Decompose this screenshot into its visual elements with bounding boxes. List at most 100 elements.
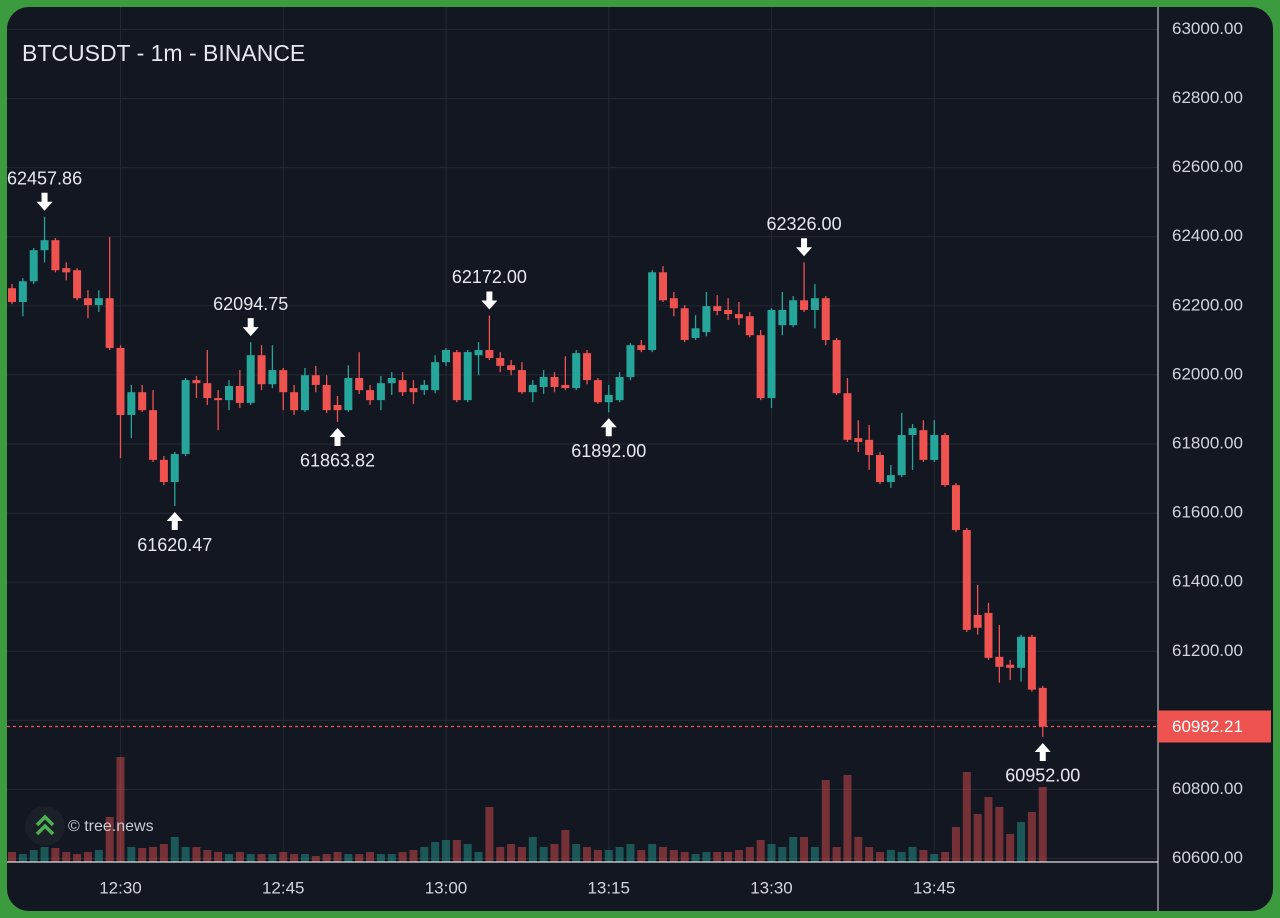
volume-bar [485,807,494,862]
candle-body [626,345,635,377]
volume-bar [713,852,722,862]
volume-bar [528,837,537,862]
candle-body [127,392,136,415]
candle-body [51,240,60,271]
volume-bar [431,842,440,862]
candle-body [73,270,82,299]
candle-body [344,378,353,411]
volume-bar [398,852,407,862]
volume-bar [409,850,418,862]
candle-body [192,380,201,384]
candle-body [897,435,906,476]
volume-bar [442,840,450,862]
volume-bar [246,854,255,862]
candle-body [810,298,819,310]
volume-bar [886,850,895,862]
volume-bar [290,854,299,862]
panel [7,7,1273,911]
candle-body [8,288,16,303]
candle-body [669,298,678,309]
plot-layer: 62457.86 61620.47 62094.75 61863.82 62172.00… [7,7,1158,862]
volume-bar [203,850,212,862]
volume-bar [1006,834,1015,862]
volume-bar [496,847,505,862]
candle-body [659,272,667,301]
volume-bar [149,847,158,862]
candle-body [268,370,277,385]
volume-bar [550,844,559,862]
candle-body [745,316,754,336]
candle-body [561,384,570,389]
candle-body [355,378,364,391]
y-tick-label: 62800.00 [1172,88,1243,107]
candle-body [474,350,483,356]
volume-bar [181,847,190,862]
volume-bar [311,856,320,862]
volume-bar [1027,812,1036,862]
candle-body [290,392,299,411]
annotation-label: 62326.00 [767,214,842,234]
candle-body [105,298,114,348]
volume-bar [94,850,103,862]
candle-body [962,530,971,630]
candle-body [517,370,526,393]
watermark-text: © tree.news [68,818,154,835]
volume-bar [355,854,364,862]
candle-body [300,375,309,411]
candle-body [637,345,646,351]
volume-bar [40,847,49,862]
candle-body [257,355,266,385]
candle-body [800,300,809,310]
candle-body [235,385,244,403]
candle-body [550,376,559,387]
candle-body [951,485,960,531]
y-tick-label: 62000.00 [1172,364,1243,383]
x-tick-label: 12:45 [262,878,305,897]
volume-bar [387,854,396,862]
y-tick-label: 61800.00 [1172,433,1243,452]
candle-body [366,390,375,401]
candle-body [615,376,624,401]
candle-body [485,350,494,358]
x-tick-label: 12:30 [99,878,142,897]
annotation-arrow [600,418,617,437]
volume-bar [366,852,375,862]
volume-bar [73,854,82,862]
candle-body [138,392,147,411]
volume-bar [876,852,884,862]
volume-bar [127,847,136,862]
y-tick-label: 63000.00 [1172,19,1243,38]
volume-bar [344,854,353,862]
y-tick-label: 62600.00 [1172,157,1243,176]
volume-bar [1017,822,1026,862]
volume-bar [517,847,526,862]
volume-bar [463,844,472,862]
annotation-arrow [166,512,183,531]
volume-bar [51,848,60,862]
candle-body [507,365,516,371]
y-tick-label: 61200.00 [1172,641,1243,660]
candle-body [1038,687,1047,727]
watermark-icon [35,814,55,836]
candle-body [452,352,461,401]
volume-bar [593,850,602,862]
volume-bar [941,852,950,862]
x-tick-label: 13:45 [913,878,956,897]
volume-bar [680,852,689,862]
candle-body [18,281,27,303]
volume-bar [724,852,733,862]
candle-body [62,268,71,273]
volume-bar [507,844,516,862]
candle-body [734,314,743,319]
candle-body [1017,636,1026,668]
candle-body [995,656,1004,667]
annotation-label: 62172.00 [452,267,527,287]
candle-body [539,376,548,387]
volume-bar [702,852,711,862]
y-tick-label: 62200.00 [1172,295,1243,314]
candle-body [876,455,884,482]
candle-body [29,250,38,282]
volume-bar [279,852,288,862]
volume-bar [832,847,841,862]
